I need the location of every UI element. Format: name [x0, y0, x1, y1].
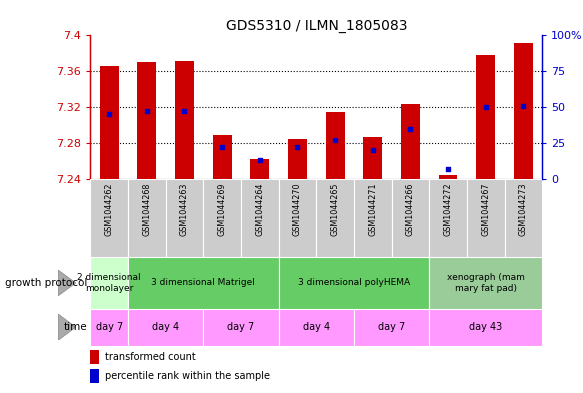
Text: growth protocol: growth protocol: [5, 278, 87, 288]
Text: percentile rank within the sample: percentile rank within the sample: [106, 371, 271, 382]
Point: [293, 144, 302, 151]
Bar: [392, 179, 429, 257]
Bar: [90, 369, 99, 383]
Title: GDS5310 / ILMN_1805083: GDS5310 / ILMN_1805083: [226, 19, 407, 33]
Text: GSM1044267: GSM1044267: [481, 183, 490, 236]
Bar: [429, 309, 542, 346]
Text: day 7: day 7: [96, 322, 123, 332]
Bar: [128, 179, 166, 257]
Text: GSM1044268: GSM1044268: [142, 183, 152, 236]
Text: GSM1044263: GSM1044263: [180, 183, 189, 236]
Polygon shape: [58, 270, 76, 296]
Bar: [203, 309, 279, 346]
Bar: [241, 179, 279, 257]
Point: [255, 157, 265, 163]
Text: GSM1044265: GSM1044265: [331, 183, 340, 236]
Text: GSM1044262: GSM1044262: [105, 183, 114, 236]
Bar: [128, 309, 203, 346]
Text: GSM1044270: GSM1044270: [293, 183, 302, 236]
Bar: [100, 66, 118, 179]
Point: [104, 111, 114, 118]
Bar: [203, 179, 241, 257]
Text: GSM1044273: GSM1044273: [519, 183, 528, 236]
Text: day 4: day 4: [152, 322, 179, 332]
Bar: [279, 309, 354, 346]
Bar: [279, 257, 429, 309]
Bar: [288, 140, 307, 179]
Text: GSM1044266: GSM1044266: [406, 183, 415, 236]
Bar: [363, 137, 382, 179]
Point: [331, 137, 340, 143]
Bar: [354, 179, 392, 257]
Text: day 43: day 43: [469, 322, 503, 332]
Bar: [316, 179, 354, 257]
Text: xenograph (mam
mary fat pad): xenograph (mam mary fat pad): [447, 273, 525, 293]
Point: [368, 147, 377, 153]
Point: [406, 125, 415, 132]
Bar: [90, 179, 128, 257]
Bar: [438, 175, 458, 179]
Text: time: time: [64, 322, 87, 332]
Point: [481, 104, 490, 110]
Bar: [504, 179, 542, 257]
Bar: [429, 179, 467, 257]
Bar: [401, 105, 420, 179]
Bar: [90, 350, 99, 364]
Text: transformed count: transformed count: [106, 352, 196, 362]
Bar: [250, 159, 269, 179]
Polygon shape: [58, 314, 76, 340]
Bar: [175, 61, 194, 179]
Text: day 7: day 7: [378, 322, 405, 332]
Text: GSM1044271: GSM1044271: [368, 183, 377, 236]
Point: [142, 108, 152, 114]
Bar: [90, 257, 128, 309]
Point: [180, 108, 189, 114]
Text: GSM1044272: GSM1044272: [444, 183, 452, 236]
Text: 3 dimensional polyHEMA: 3 dimensional polyHEMA: [298, 279, 410, 287]
Bar: [354, 309, 429, 346]
Bar: [476, 55, 495, 179]
Bar: [213, 135, 231, 179]
Text: day 4: day 4: [303, 322, 330, 332]
Bar: [514, 42, 533, 179]
Bar: [429, 257, 542, 309]
Bar: [326, 112, 345, 179]
Text: 2 dimensional
monolayer: 2 dimensional monolayer: [78, 273, 141, 293]
Point: [217, 144, 227, 151]
Bar: [128, 257, 279, 309]
Bar: [467, 179, 504, 257]
Bar: [138, 62, 156, 179]
Bar: [166, 179, 203, 257]
Point: [444, 165, 453, 172]
Bar: [90, 309, 128, 346]
Text: GSM1044264: GSM1044264: [255, 183, 264, 236]
Text: 3 dimensional Matrigel: 3 dimensional Matrigel: [152, 279, 255, 287]
Bar: [279, 179, 316, 257]
Text: GSM1044269: GSM1044269: [217, 183, 227, 236]
Point: [519, 103, 528, 109]
Text: day 7: day 7: [227, 322, 255, 332]
